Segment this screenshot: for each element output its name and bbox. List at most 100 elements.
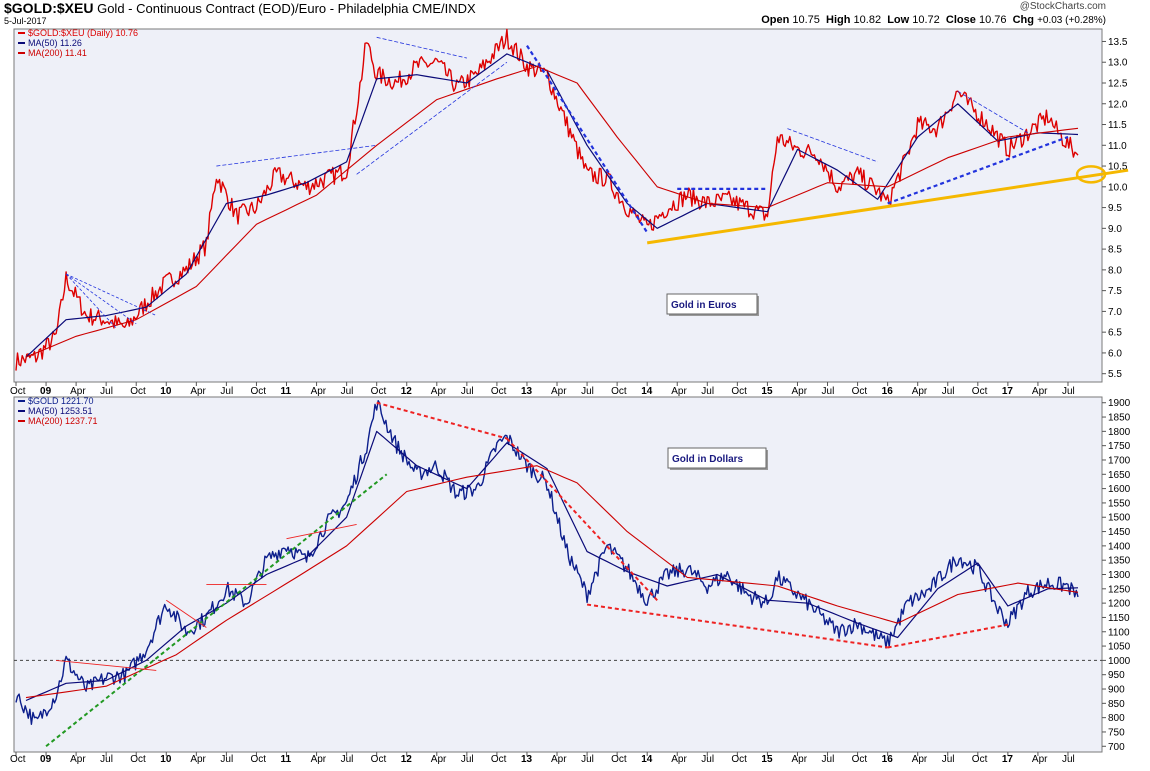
dollar-x-tick-label: 13 [521,754,533,765]
dollar-plot-area [13,396,1103,753]
euro-y-tick-label: 6.5 [1108,328,1122,339]
euro-x-tick-label: Oct [250,386,266,397]
dollar-x-tick-label: Oct [852,754,868,765]
euro-x-tick-label: Apr [190,386,206,397]
euro-x-tick-label: Jul [701,386,714,397]
euro-y-tick-label: 8.5 [1108,245,1122,256]
euro-x-tick-label: Oct [611,386,627,397]
euro-support-trendline [356,61,508,175]
euro-legend-entry: $GOLD:$XEU (Daily) 10.76 [28,28,138,38]
dollar-x-tick-label: Apr [190,754,206,765]
dollar-x-tick-label: Jul [581,754,594,765]
dollar-x-ticks: Oct 09 Apr Jul Oct 10 Apr Jul Oct 11 Apr Jul Oct 12 Ap… [10,752,1075,765]
euro-x-tick-label: Oct [371,386,387,397]
dollar-y-tick-label: 700 [1108,742,1125,753]
dollar-x-tick-label: Jul [220,754,233,765]
euro-y-tick-label: 13.5 [1108,37,1128,48]
dollar-y-tick-label: 1500 [1108,513,1131,524]
euro-long-support-line [646,168,1129,245]
chart-header: $GOLD:$XEU Gold - Continuous Contract (E… [0,0,1150,28]
euro-resistance-trendline [957,90,1029,134]
dollar-y-tick-label: 1350 [1108,556,1131,567]
dollar-x-tick-label: Apr [551,754,567,765]
euro-panel: 5.5 6.0 6.5 7.0 7.5 8.0 8.5 9.0 9.5 10.0 10.5 11.0 1… [10,28,1128,397]
dollar-x-tick-label: 16 [882,754,894,765]
dollar-downtrend-line [506,437,658,601]
open-label: Open [761,14,790,26]
euro-x-tick-label: Apr [431,386,447,397]
euro-x-ticks: Oct 09 Apr Jul Oct 10 Apr Jul Oct 11 Apr Jul Oct 12 Ap… [10,382,1075,397]
dollar-x-tick-label: Apr [311,754,327,765]
symbol-name: $GOLD:$XEU [4,0,94,16]
dollar-y-tick-label: 1650 [1108,470,1131,481]
dollar-x-tick-label: 09 [40,754,52,765]
euro-x-tick-label: Jul [461,386,474,397]
euro-x-tick-label: Apr [311,386,327,397]
euro-y-tick-label: 9.0 [1108,224,1122,235]
dollar-annotation: Gold in Dollars [667,447,768,470]
dollar-x-tick-label: Jul [100,754,113,765]
euro-x-tick-label: Apr [551,386,567,397]
euro-x-tick-label: Oct [491,386,507,397]
euro-y-tick-label: 9.5 [1108,203,1122,214]
dollar-y-tick-label: 1850 [1108,413,1131,424]
dollar-x-tick-label: Jul [341,754,354,765]
euro-legend-entry: MA(50) 11.26 [28,38,82,48]
chg-label: Chg [1012,14,1034,26]
dollar-y-tick-label: 1000 [1108,656,1131,667]
euro-y-tick-label: 5.5 [1108,369,1122,380]
euro-y-ticks: 5.5 6.0 6.5 7.0 7.5 8.0 8.5 9.0 9.5 10.0 10.5 11.0 1… [1102,37,1128,380]
dollar-legend-entry: MA(200) 1237.71 [28,416,98,426]
dollar-resistance-line [376,401,508,440]
dollar-y-tick-label: 850 [1108,699,1125,710]
dollar-annotation-box [667,447,767,469]
euro-x-tick-label: 14 [641,386,653,397]
dollar-x-tick-label: Jul [822,754,835,765]
high-value: 10.82 [853,14,882,26]
euro-x-tick-label: Apr [791,386,807,397]
euro-x-tick-label: Jul [341,386,354,397]
dollar-y-tick-label: 1750 [1108,441,1131,452]
dollar-x-tick-label: Apr [1032,754,1048,765]
dollar-legend-entry: $GOLD 1221.70 [28,396,94,406]
dollar-x-tick-label: Oct [130,754,146,765]
dollar-panel: 700 750 800 850 900 950 1000 1050 1100 1150 1200 12… [10,396,1131,765]
euro-annotation: Gold in Euros [666,293,759,316]
euro-x-tick-label: Apr [1032,386,1048,397]
brand-watermark: @StockCharts.com [1019,1,1106,12]
dollar-y-ticks: 700 750 800 850 900 950 1000 1050 1100 1150 1200 12… [1102,398,1131,753]
euro-x-tick-label: Jul [942,386,955,397]
dollar-y-tick-label: 1200 [1108,599,1131,610]
dollar-y-tick-label: 1100 [1108,627,1130,638]
euro-y-tick-label: 8.0 [1108,265,1122,276]
euro-x-tick-label: Jul [220,386,233,397]
euro-resistance-trendline [216,144,377,167]
euro-y-tick-label: 12.0 [1108,99,1128,110]
euro-x-tick-label: Oct [10,386,26,397]
euro-legend-entry: MA(200) 11.41 [28,48,87,58]
euro-highlight-circle [1075,165,1107,184]
euro-y-tick-label: 6.0 [1108,348,1122,359]
dollar-ma50-line [25,430,1079,702]
low-value: 10.72 [912,14,940,26]
euro-downtrend-line [526,45,649,234]
euro-y-tick-label: 10.5 [1108,162,1128,173]
ohlc-readout: Open 10.75 High 10.82 Low 10.72 Close 10… [761,14,1106,26]
euro-y-tick-label: 12.5 [1108,78,1128,89]
dollar-x-tick-label: Oct [731,754,747,765]
euro-y-tick-label: 7.5 [1108,286,1122,297]
dollar-x-tick-label: Apr [912,754,928,765]
dollar-y-tick-label: 950 [1108,670,1125,681]
dollar-y-tick-label: 1600 [1108,484,1131,495]
euro-resistance-trendline [376,36,467,59]
dollar-y-tick-label: 1150 [1108,613,1130,624]
dollar-x-tick-label: 17 [1002,754,1014,765]
euro-x-tick-label: Apr [912,386,928,397]
euro-fan-trendline [65,273,157,316]
euro-y-tick-label: 7.0 [1108,307,1122,318]
dollar-x-tick-label: Jul [1062,754,1075,765]
high-label: High [826,14,851,26]
dollar-y-tick-label: 900 [1108,685,1125,696]
